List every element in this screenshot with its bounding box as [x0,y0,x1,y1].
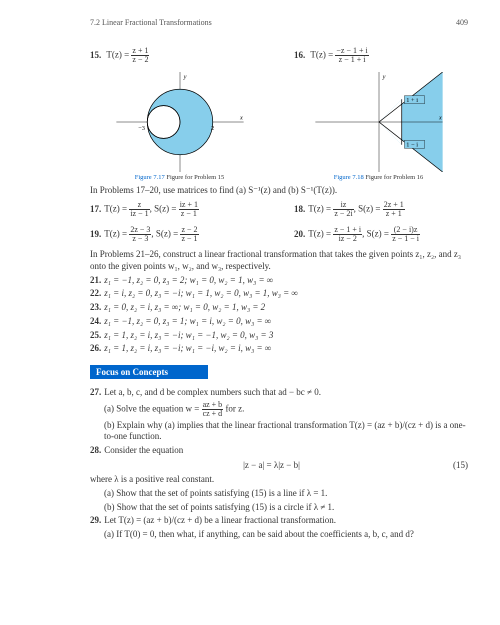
page-number: 409 [456,18,468,27]
problem-25: 25.z₁ = 1, z₂ = i, z₃ = −i; w₁ = −1, w₂ … [90,330,468,342]
svg-text:−3: −3 [138,125,145,132]
problems-15-16: 15. T(z) = z + 1 z − 2 16. T(z) = −z − 1… [90,45,468,66]
fig16-caption: Figure 7.18 Figure for Problem 16 [289,174,468,181]
problem-28-where: where λ is a positive real constant. [90,474,468,486]
intro-21-26: In Problems 21–26, construct a linear fr… [90,249,468,272]
problem-number: 15. [90,50,101,60]
problem-26: 26.z₁ = 1, z₂ = i, z₃ = −i; w₁ = −i, w₂ … [90,343,468,355]
svg-text:y: y [182,73,186,80]
problem-27a: (a) Solve the equation w = az + bcz + d … [104,401,468,418]
problem-23: 23.z₁ = 0, z₂ = i, z₃ = ∞; w₁ = 0, w₂ = … [90,302,468,314]
problem-17: 17.T(z) = ziz − 1, S(z) = iz + 1z − 1 [90,201,264,218]
focus-on-concepts-heading: Focus on Concepts [90,365,208,379]
figure-7-17: x y −3 2 Figure 7.17 Figure for Problem … [90,72,269,181]
svg-text:1 − i: 1 − i [406,142,418,149]
section-title: 7.2 Linear Fractional Transformations [90,18,212,27]
intro-17-20: In Problems 17–20, use matrices to find … [90,185,468,196]
svg-text:2: 2 [210,125,213,132]
problem-28a: (a) Show that the set of points satisfyi… [104,488,468,500]
problem-28: 28.Consider the equation |z − a| = λ|z −… [90,445,468,513]
fraction: −z − 1 + i z − 1 + i [335,47,368,64]
problem-27: 27.Let a, b, c, and d be complex numbers… [90,387,468,443]
problem-24: 24.z₁ = −1, z₂ = 0, z₃ = 1; w₁ = i, w₂ =… [90,316,468,328]
fig15-caption: Figure 7.17 Figure for Problem 15 [90,174,269,181]
problem-18: 18.T(z) = izz − 2i, S(z) = 2z + 1z + 1 [294,201,468,218]
problem-20: 20.T(z) = z − 1 + iiz − 2, S(z) = (2 − i… [294,226,468,243]
problem-number: 16. [294,50,305,60]
svg-text:y: y [381,73,385,80]
eq-lhs: T(z) = [106,50,131,60]
problem-27b: (b) Explain why (a) implies that the lin… [104,420,468,443]
problem-16: 16. T(z) = −z − 1 + i z − 1 + i [294,47,468,64]
eq-lhs: T(z) = [310,50,335,60]
svg-text:x: x [239,114,243,121]
svg-text:1 + i: 1 + i [406,97,418,104]
row-19-20: 19.T(z) = 2z − 3z − 3, S(z) = z − 2z − 1… [90,224,468,245]
row-17-18: 17.T(z) = ziz − 1, S(z) = iz + 1z − 1 18… [90,199,468,220]
problem-15: 15. T(z) = z + 1 z − 2 [90,47,264,64]
fig15-svg: x y −3 2 [110,72,250,172]
figure-7-18: x y 1 + i 1 − i Figure 7.18 Figure for P… [289,72,468,181]
problem-22: 22.z₁ = i, z₂ = 0, z₃ = −i; w₁ = 1, w₂ =… [90,288,468,300]
fig16-svg: x y 1 + i 1 − i [309,72,449,172]
figures-row: x y −3 2 Figure 7.17 Figure for Problem … [90,72,468,181]
problem-19: 19.T(z) = 2z − 3z − 3, S(z) = z − 2z − 1 [90,226,264,243]
page-body: 7.2 Linear Fractional Transformations 40… [0,0,500,553]
running-header: 7.2 Linear Fractional Transformations 40… [90,18,468,27]
problem-29a: (a) If T(0) = 0, then what, if anything,… [104,529,468,541]
svg-text:x: x [438,114,442,121]
problem-28b: (b) Show that the set of points satisfyi… [104,502,468,514]
problem-29: 29.Let T(z) = (az + b)/(cz + d) be a lin… [90,515,468,540]
problem-21: 21.z₁ = −1, z₂ = 0, z₃ = 2; w₁ = 0, w₂ =… [90,275,468,287]
fraction: z + 1 z − 2 [131,47,149,64]
equation-15: |z − a| = λ|z − b|(15) [90,460,468,472]
